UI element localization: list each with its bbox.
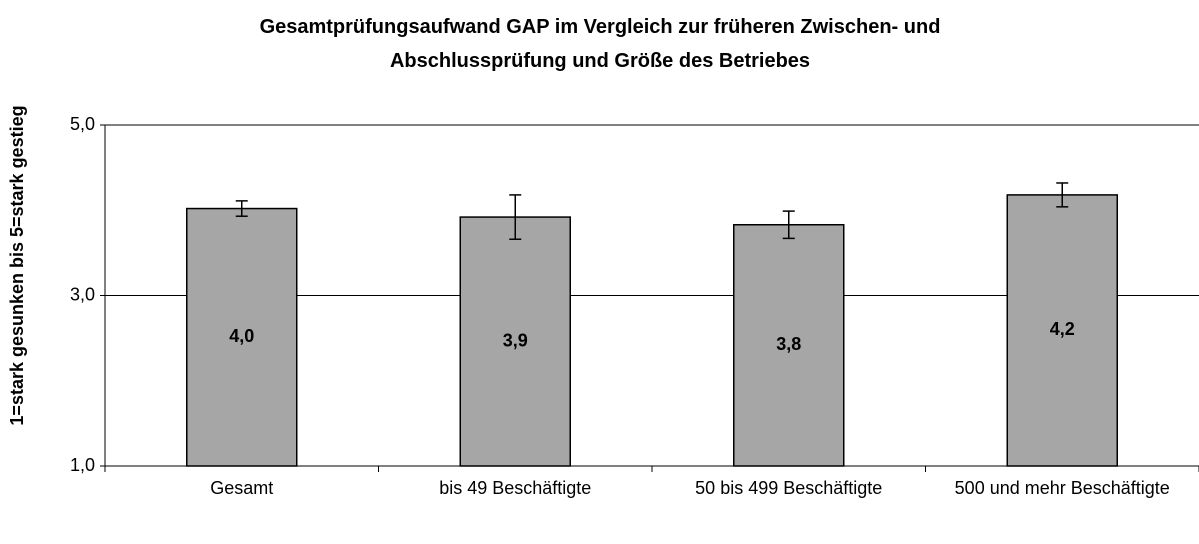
y-axis-label: 1=stark gesunken bis 5=stark gestieg [7, 105, 27, 425]
bar [186, 207, 298, 467]
y-tick-label: 5,0 [70, 114, 95, 134]
y-tick-label: 3,0 [70, 284, 95, 304]
bar [459, 216, 571, 467]
data-label: 3,8 [776, 334, 801, 354]
x-tick-label: Gesamt [210, 478, 274, 498]
y-tick-label: 1,0 [70, 455, 95, 475]
chart-title: Gesamtprüfungsaufwand GAP im Vergleich z… [259, 16, 941, 72]
data-label: 4,2 [1050, 319, 1075, 339]
data-label: 4,0 [229, 326, 254, 346]
bar [733, 223, 845, 467]
x-tick-label: bis 49 Beschäftigte [439, 478, 592, 498]
x-tick-label: 500 und mehr Beschäftigte [954, 478, 1170, 498]
bar [1006, 194, 1118, 467]
x-tick-label: 50 bis 499 Beschäftigte [695, 478, 883, 498]
data-label: 3,9 [503, 330, 528, 350]
